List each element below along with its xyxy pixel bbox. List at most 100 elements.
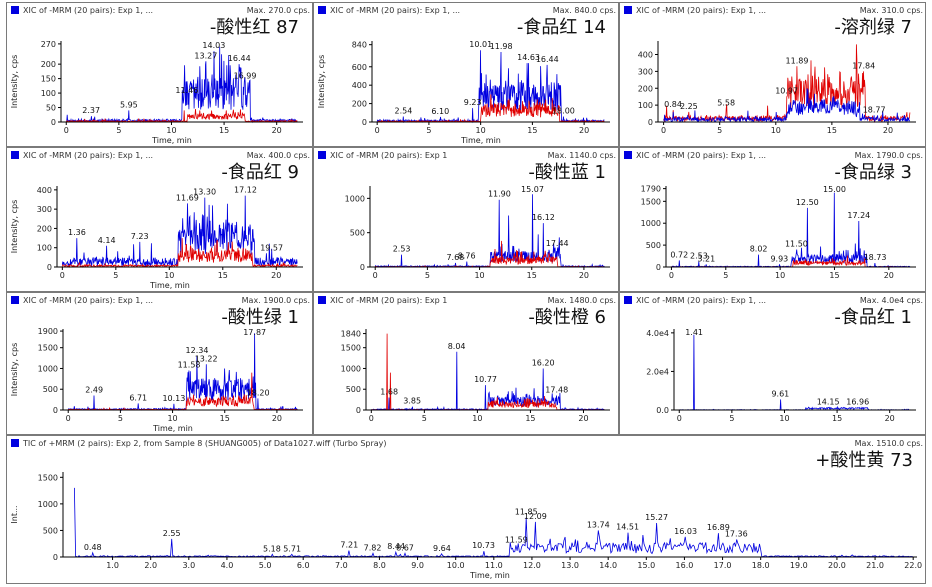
y-axis-label: Intensity, cps xyxy=(10,200,19,254)
x-tick-label: 11.0 xyxy=(485,561,503,570)
chromatogram-panel: XIC of -MRM (20 pairs): Exp 1, ... Max. 3… xyxy=(619,2,926,147)
y-axis-label: Intensity, cps xyxy=(10,343,19,397)
y-tick-label: 600 xyxy=(352,63,367,72)
x-tick-label: 10 xyxy=(474,271,484,280)
peak-label: 15.07 xyxy=(521,185,544,194)
peak-label: 11.59 xyxy=(505,535,528,544)
x-tick-label: 15 xyxy=(832,414,842,423)
y-tick-label: 1500 xyxy=(38,344,58,353)
chromatogram-panel: XIC of -MRM (20 pairs): Exp 1, ... Max. 4… xyxy=(6,147,313,292)
x-axis-label: Time, min xyxy=(151,136,192,145)
peak-label: 2.25 xyxy=(680,102,698,111)
y-tick-label: 200 xyxy=(352,100,367,109)
peak-label: 18.20 xyxy=(247,388,270,397)
trace-color-swatch xyxy=(318,6,326,14)
y-tick-label: 0 xyxy=(51,118,56,127)
max-intensity-label: Max. 4.0e4 cps. xyxy=(860,296,923,305)
x-tick-label: 13.0 xyxy=(561,561,579,570)
trace-color-swatch xyxy=(624,151,632,159)
chromatogram-panel: XIC of -MRM (20 pairs): Exp 1, ... Max. 1… xyxy=(6,292,313,435)
peak-label: 17.44 xyxy=(546,239,569,248)
x-tick-label: 20 xyxy=(272,414,282,423)
x-axis-label: Time, min xyxy=(469,571,510,580)
peak-label: 10.97 xyxy=(775,87,798,96)
y-tick-label: 500 xyxy=(346,385,361,394)
x-tick-label: 22.0 xyxy=(904,561,922,570)
x-tick-label: 15.0 xyxy=(637,561,655,570)
x-tick-label: 15 xyxy=(829,271,839,280)
y-tick-label: 400 xyxy=(638,51,653,60)
x-tick-label: 10 xyxy=(771,126,781,135)
peak-label: 2.53 xyxy=(393,245,411,254)
peak-label: 16.96 xyxy=(846,397,869,406)
panel-header: XIC of -MRM (20 pairs): Exp 1 xyxy=(330,151,447,160)
chart-svg: XIC of -MRM (20 pairs): Exp 1, ... Max. 3… xyxy=(624,6,923,135)
peak-label: 14.03 xyxy=(202,41,225,50)
peak-label: 10.77 xyxy=(474,375,497,384)
axes xyxy=(673,329,916,411)
x-tick-label: 10 xyxy=(167,414,177,423)
x-tick-label: 5 xyxy=(116,126,121,135)
y-tick-label: 4.0e4 xyxy=(646,329,669,338)
y-tick-label: 200 xyxy=(41,60,56,69)
peak-label: 17.24 xyxy=(847,211,870,220)
y-tick-label: 840 xyxy=(352,41,367,50)
y-tick-label: 1000 xyxy=(641,219,661,228)
trace-blue xyxy=(374,194,605,269)
x-tick-label: 12.0 xyxy=(523,561,541,570)
peak-label: 17.12 xyxy=(234,186,257,195)
peak-label: 7.68 xyxy=(446,253,464,262)
x-tick-label: 20 xyxy=(885,414,895,423)
chromatogram-panel: XIC of -MRM (20 pairs): Exp 1 Max. 1140.0… xyxy=(313,147,619,292)
x-tick-label: 6.0 xyxy=(297,561,310,570)
peak-label: 2.37 xyxy=(82,106,100,115)
y-tick-label: 300 xyxy=(37,205,52,214)
peak-label: 0.84 xyxy=(664,100,682,109)
chromatogram-panel: XIC of -MRM (20 pairs): Exp 1, ... Max. 8… xyxy=(313,2,619,147)
y-tick-label: 1790 xyxy=(641,185,661,194)
trace-blue xyxy=(663,88,911,123)
peak-label: 9.23 xyxy=(464,98,482,107)
x-tick-label: 15 xyxy=(219,126,229,135)
peak-label: 6.10 xyxy=(431,107,449,116)
panel-header: XIC of -MRM (20 pairs): Exp 1, ... xyxy=(636,151,766,160)
x-tick-label: 10 xyxy=(472,414,482,423)
chart-svg: TIC of +MRM (2 pairs): Exp 2, from Sampl… xyxy=(10,439,923,580)
y-tick-label: 0.0 xyxy=(656,406,669,415)
y-tick-label: 100 xyxy=(37,244,52,253)
compound-title: -酸性橙 6 xyxy=(528,307,606,328)
peak-label: 9.93 xyxy=(770,254,788,263)
compound-title: -酸性蓝 1 xyxy=(528,162,606,183)
x-tick-label: 5 xyxy=(723,271,728,280)
x-tick-label: 0 xyxy=(369,414,374,423)
trace-red xyxy=(66,108,298,124)
y-tick-label: 500 xyxy=(43,526,58,535)
y-tick-label: 400 xyxy=(37,186,52,195)
x-tick-label: 10 xyxy=(779,414,789,423)
chart-svg: XIC of -MRM (20 pairs): Exp 1, ... Max. 4… xyxy=(624,296,923,423)
y-axis-label: Intensity, cps xyxy=(10,55,19,109)
y-tick-label: 200 xyxy=(638,84,653,93)
peak-label: 11.85 xyxy=(515,508,538,517)
y-tick-label: 1500 xyxy=(341,344,361,353)
x-tick-label: 15 xyxy=(525,414,535,423)
x-tick-label: 5.0 xyxy=(259,561,272,570)
y-axis-label: Intensity, cps xyxy=(317,55,326,109)
y-tick-label: 0 xyxy=(362,118,367,127)
x-tick-label: 20 xyxy=(272,126,282,135)
peak-label: 8.44 xyxy=(387,542,405,551)
y-tick-label: 270 xyxy=(41,40,56,49)
max-intensity-label: Max. 1790.0 cps. xyxy=(855,151,923,160)
peak-label: 5.58 xyxy=(717,99,735,108)
x-tick-label: 20 xyxy=(271,271,281,280)
y-tick-label: 1500 xyxy=(641,197,661,206)
x-tick-label: 7.0 xyxy=(335,561,348,570)
y-tick-label: 200 xyxy=(37,224,52,233)
peak-label: 1.41 xyxy=(685,328,703,337)
x-tick-label: 20.0 xyxy=(828,561,846,570)
x-tick-label: 10 xyxy=(476,126,486,135)
y-tick-label: 500 xyxy=(646,241,661,250)
peak-label: 11.46 xyxy=(175,86,198,95)
x-tick-label: 5 xyxy=(422,414,427,423)
max-intensity-label: Max. 1900.0 cps. xyxy=(242,296,310,305)
